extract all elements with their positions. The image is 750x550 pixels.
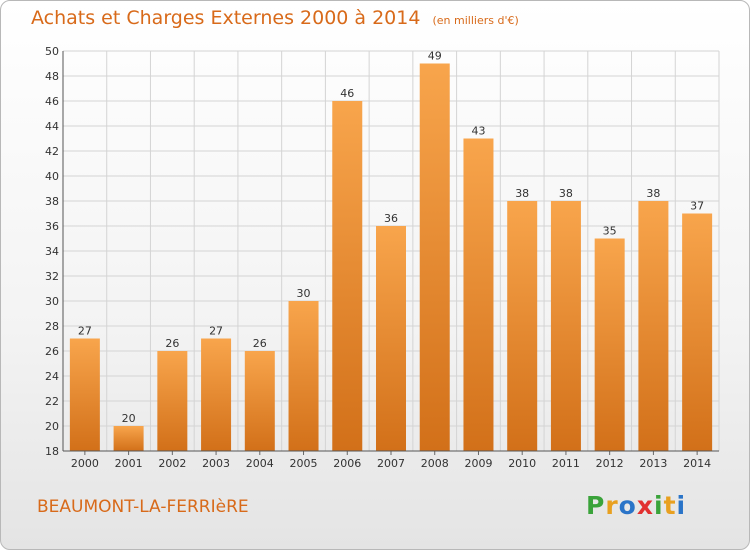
bars: 27 20 26 27 26 30 46 36 49 43 38 38 35 38 37: [69, 50, 713, 451]
bar: [550, 201, 581, 451]
bar-value-label: 36: [384, 212, 398, 225]
x-tick-label: 2004: [246, 457, 274, 470]
bar-value-label: 43: [471, 125, 485, 138]
bar: [638, 201, 669, 451]
bar-value-label: 26: [253, 337, 267, 350]
x-tick-label: 2001: [115, 457, 143, 470]
y-tick-label: 48: [45, 70, 59, 83]
bar: [69, 338, 100, 451]
bar-value-label: 37: [690, 200, 704, 213]
bar: [682, 213, 713, 451]
chart-title-text: Achats et Charges Externes 2000 à 2014: [31, 7, 421, 29]
x-tick-label: 2010: [508, 457, 536, 470]
x-tick-label: 2003: [202, 457, 230, 470]
location-name: BEAUMONT-LA-FERRIèRE: [37, 497, 249, 517]
logo-letter: P: [586, 491, 606, 520]
x-tick-label: 2000: [71, 457, 99, 470]
bar: [201, 338, 232, 451]
y-tick-label: 30: [45, 295, 59, 308]
x-tick-label: 2005: [290, 457, 318, 470]
bar-value-label: 46: [340, 87, 354, 100]
bar: [157, 351, 188, 451]
y-tick-label: 42: [45, 145, 59, 158]
y-tick-label: 50: [45, 45, 59, 58]
logo-letter: x: [636, 491, 654, 520]
bar-value-label: 38: [646, 187, 660, 200]
y-tick-label: 26: [45, 345, 59, 358]
x-tick-label: 2002: [158, 457, 186, 470]
logo-letter: t: [663, 491, 677, 520]
bar: [113, 426, 144, 451]
y-tick-label: 34: [45, 245, 59, 258]
bar-value-label: 26: [165, 337, 179, 350]
bar-value-label: 38: [515, 187, 529, 200]
bar: [419, 63, 450, 451]
x-tick-label: 2006: [333, 457, 361, 470]
y-tick-label: 28: [45, 320, 59, 333]
bar: [594, 238, 625, 451]
bar-value-label: 27: [209, 325, 223, 338]
x-tick-label: 2007: [377, 457, 405, 470]
bar: [332, 101, 363, 451]
bar: [507, 201, 538, 451]
y-tick-label: 40: [45, 170, 59, 183]
bar-value-label: 49: [428, 50, 442, 63]
chart-title: Achats et Charges Externes 2000 à 2014 (…: [31, 7, 519, 29]
y-tick-label: 36: [45, 220, 59, 233]
y-tick-label: 32: [45, 270, 59, 283]
bar: [244, 351, 275, 451]
x-tick-label: 2013: [639, 457, 667, 470]
y-tick-label: 38: [45, 195, 59, 208]
bar-value-label: 30: [297, 287, 311, 300]
x-tick-label: 2011: [552, 457, 580, 470]
y-tick-label: 46: [45, 95, 59, 108]
logo-letter: i: [676, 491, 687, 520]
bar: [288, 301, 319, 451]
logo-letter: o: [618, 491, 637, 520]
y-tick-label: 44: [45, 120, 59, 133]
x-tick-label: 2012: [596, 457, 624, 470]
y-tick-label: 22: [45, 395, 59, 408]
bar: [463, 138, 494, 451]
y-tick-label: 18: [45, 445, 59, 458]
proxiti-logo[interactable]: Proxiti: [586, 491, 686, 520]
bar-value-label: 38: [559, 187, 573, 200]
axes: 18 20 22 24 26 28 30 32 34 36 38 40 42 44 46 48 50 2000 20…: [45, 45, 719, 470]
logo-letter: r: [605, 491, 619, 520]
chart-subtitle: (en milliers d'€): [432, 14, 519, 27]
bar: [376, 226, 406, 451]
bar-value-label: 35: [603, 225, 617, 238]
x-tick-label: 2009: [464, 457, 492, 470]
y-tick-label: 24: [45, 370, 59, 383]
x-tick-label: 2014: [683, 457, 711, 470]
y-tick-label: 20: [45, 420, 59, 433]
logo-letter: i: [654, 491, 664, 520]
bar-value-label: 20: [122, 412, 136, 425]
x-tick-label: 2008: [421, 457, 449, 470]
bar-value-label: 27: [78, 325, 92, 338]
